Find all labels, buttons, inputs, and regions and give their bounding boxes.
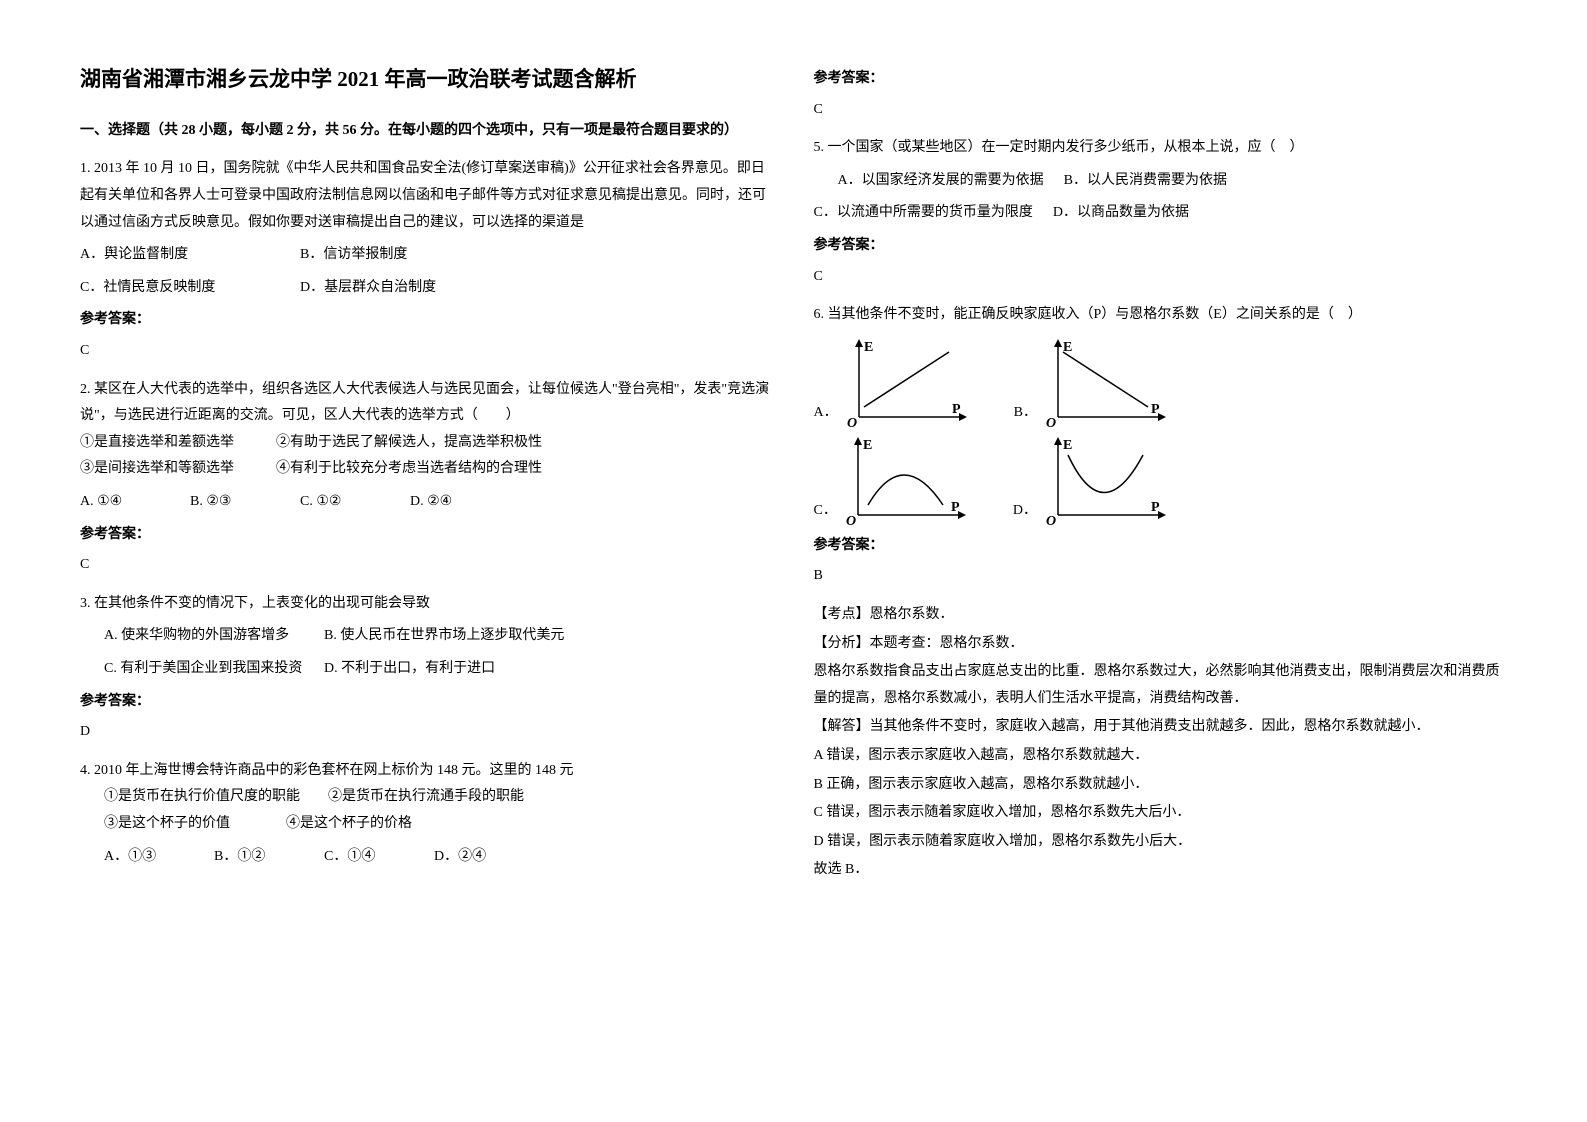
sub-option: ③是这个杯子的价值 ④是这个杯子的价格 [104,811,774,838]
analysis-line: 【考点】恩格尔系数． [814,602,1508,629]
analysis-line: B 正确，图示表示家庭收入越高，恩格尔系数就越小． [814,772,1508,799]
answer-label: 参考答案： [80,522,774,549]
option-d: D. 不利于出口，有利于进口 [324,656,524,683]
sub-option: ①是货币在执行价值尺度的职能 ②是货币在执行流通手段的职能 [104,784,774,811]
analysis-line: D 错误，图示表示随着家庭收入增加，恩格尔系数先小后大． [814,829,1508,856]
chart-c-icon: E P O [843,435,973,525]
answer-value: D [80,719,774,746]
question-6: 6. 当其他条件不变时，能正确反映家庭收入（P）与恩格尔系数（E）之间关系的是（… [814,302,1508,884]
analysis-line: 故选 B． [814,857,1508,884]
answer-label: 参考答案： [814,533,1508,560]
sub-option: ③是间接选举和等额选举 ④有利于比较充分考虑当选者结构的合理性 [80,456,774,483]
chart-d-icon: E P O [1043,435,1173,525]
option-c: C. ①② [300,489,390,516]
svg-text:P: P [1151,402,1160,417]
question-text: 5. 一个国家（或某些地区）在一定时期内发行多少纸币，从根本上说，应（ ） [814,135,1508,162]
option-c: C．社情民意反映制度 [80,275,280,302]
option-a: A．舆论监督制度 [80,242,280,269]
analysis-line: 【分析】本题考查：恩格尔系数． [814,631,1508,658]
svg-text:O: O [847,416,857,427]
answer-value: B [814,563,1508,590]
sub-option: ①是直接选举和差额选举 ②有助于选民了解候选人，提高选举积极性 [80,430,774,457]
chart-b-icon: E P O [1043,337,1173,427]
question-5: 5. 一个国家（或某些地区）在一定时期内发行多少纸币，从根本上说，应（ ） A．… [814,135,1508,290]
analysis-line: C 错误，图示表示随着家庭收入增加，恩格尔系数先大后小． [814,800,1508,827]
svg-text:P: P [951,500,960,515]
chart-b: B． E P O [1014,337,1173,427]
question-text: 2. 某区在人大代表的选举中，组织各选区人大代表候选人与选民见面会，让每位候选人… [80,377,774,430]
chart-a: A． E P O [814,337,974,427]
option-b: B．信访举报制度 [300,242,500,269]
option-b: B．以人民消费需要为依据 [1064,168,1264,195]
question-text: 4. 2010 年上海世博会特许商品中的彩色套杯在网上标价为 148 元。这里的… [80,758,774,785]
page-title: 湖南省湘潭市湘乡云龙中学 2021 年高一政治联考试题含解析 [80,60,774,100]
question-text: 3. 在其他条件不变的情况下，上表变化的出现可能会导致 [80,591,774,618]
svg-text:E: E [864,340,873,355]
chart-c: C． E P O [814,435,973,525]
question-text: 6. 当其他条件不变时，能正确反映家庭收入（P）与恩格尔系数（E）之间关系的是（… [814,302,1508,329]
chart-row-2: C． E P O D． [814,435,1508,525]
option-c: C．①④ [324,844,414,871]
svg-text:O: O [1046,514,1056,525]
question-text: 1. 2013 年 10 月 10 日，国务院就《中华人民共和国食品安全法(修订… [80,156,774,236]
answer-value: C [80,552,774,579]
option-b: B. ②③ [190,489,280,516]
svg-text:P: P [952,402,961,417]
chart-label-a: A． [814,400,838,427]
option-d: D．以商品数量为依据 [1053,200,1253,227]
svg-text:E: E [863,438,872,453]
section-header: 一、选择题（共 28 小题，每小题 2 分，共 56 分。在每小题的四个选项中，… [80,118,774,145]
chart-label-d: D． [1013,498,1037,525]
svg-text:O: O [846,514,856,525]
question-4: 4. 2010 年上海世博会特许商品中的彩色套杯在网上标价为 148 元。这里的… [80,758,774,870]
chart-label-b: B． [1014,400,1037,427]
answer-label: 参考答案： [814,66,1508,93]
question-3: 3. 在其他条件不变的情况下，上表变化的出现可能会导致 A. 使来华购物的外国游… [80,591,774,746]
answer-value: C [814,264,1508,291]
answer-value: C [814,97,1508,124]
answer-value: C [80,338,774,365]
option-a: A．①③ [104,844,194,871]
analysis-line: 【解答】当其他条件不变时，家庭收入越高，用于其他消费支出就越多．因此，恩格尔系数… [814,714,1508,741]
question-1: 1. 2013 年 10 月 10 日，国务院就《中华人民共和国食品安全法(修订… [80,156,774,364]
chart-label-c: C． [814,498,837,525]
svg-text:P: P [1151,500,1160,515]
option-d: D．②④ [434,844,524,871]
option-b: B. 使人民币在世界市场上逐步取代美元 [324,623,564,650]
answer-label: 参考答案： [80,689,774,716]
svg-text:E: E [1063,438,1072,453]
answer-label: 参考答案： [80,307,774,334]
chart-row-1: A． E P O B． [814,337,1508,427]
option-b: B．①② [214,844,304,871]
svg-text:O: O [1046,416,1056,427]
option-d: D．基层群众自治制度 [300,275,500,302]
question-2: 2. 某区在人大代表的选举中，组织各选区人大代表候选人与选民见面会，让每位候选人… [80,377,774,579]
chart-a-icon: E P O [844,337,974,427]
option-c: C. 有利于美国企业到我国来投资 [104,656,304,683]
answer-label: 参考答案： [814,233,1508,260]
left-column: 湖南省湘潭市湘乡云龙中学 2021 年高一政治联考试题含解析 一、选择题（共 2… [80,60,774,890]
option-a: A. ①④ [80,489,170,516]
option-c: C．以流通中所需要的货币量为限度 [814,200,1033,227]
chart-d: D． E P O [1013,435,1173,525]
option-a: A．以国家经济发展的需要为依据 [838,168,1044,195]
option-a: A. 使来华购物的外国游客增多 [104,623,304,650]
right-column: 参考答案： C 5. 一个国家（或某些地区）在一定时期内发行多少纸币，从根本上说… [814,60,1508,890]
analysis-line: 恩格尔系数指食品支出占家庭总支出的比重．恩格尔系数过大，必然影响其他消费支出，限… [814,659,1508,712]
analysis-line: A 错误，图示表示家庭收入越高，恩格尔系数就越大． [814,743,1508,770]
option-d: D. ②④ [410,489,500,516]
